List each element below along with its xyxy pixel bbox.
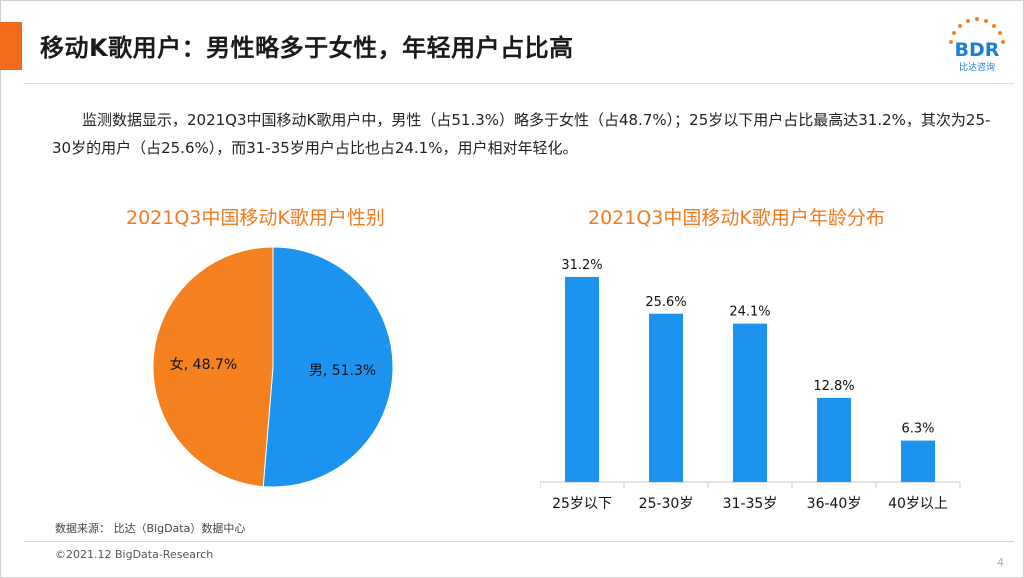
x-tick-label-1: 25-30岁 — [639, 496, 694, 512]
bar-4 — [901, 440, 935, 482]
bar-2 — [733, 323, 767, 482]
pie-label-female: 女, 48.7% — [170, 356, 237, 373]
x-tick-label-3: 36-40岁 — [807, 496, 862, 512]
x-axis-ticks — [540, 482, 961, 488]
bar-3 — [817, 397, 851, 482]
data-source: 数据来源： 比达（BigData）数据中心 — [55, 522, 246, 535]
summary-text: 监测数据显示，2021Q3中国移动K歌用户中，男性（占51.3%）略多于女性（占… — [52, 111, 991, 157]
x-tick-label-2: 31-35岁 — [723, 496, 778, 512]
pie-label-male: 男, 51.3% — [309, 363, 376, 379]
age-bar-chart: 31.2% 25岁以下 25.6% 25-30岁 24.1% 31-35岁 12.8% 36-… — [540, 258, 961, 512]
bar-value-label-0: 31.2% — [561, 258, 602, 273]
bar-value-label-2: 24.1% — [729, 305, 770, 320]
footer-divider — [24, 541, 1014, 542]
bar-value-label-3: 12.8% — [813, 379, 854, 394]
bar-series: 31.2% 25岁以下 25.6% 25-30岁 24.1% 31-35岁 12.8% 36-… — [552, 258, 948, 512]
pie-slice-female — [152, 246, 274, 488]
gender-pie-chart: 男, 51.3% 女, 48.7% — [152, 246, 394, 488]
logo-subtext: 比达咨询 — [959, 61, 995, 73]
page-number: 4 — [997, 556, 1004, 569]
logo-text: BDR — [955, 39, 1000, 61]
bar-value-label-4: 6.3% — [901, 422, 934, 437]
bar-value-label-1: 25.6% — [645, 295, 686, 310]
pie-slice-male — [262, 246, 394, 488]
bar-0 — [565, 276, 599, 482]
x-tick-label-0: 25岁以下 — [552, 496, 612, 512]
logo-dot-ring — [949, 17, 1005, 44]
copyright: ©2021.12 BigData-Research — [55, 548, 214, 561]
header-divider — [24, 83, 1014, 84]
page-title: 移动K歌用户：男性略多于女性，年轻用户占比高 — [40, 34, 574, 62]
pie-chart-title: 2021Q3中国移动K歌用户性别 — [126, 207, 385, 229]
x-tick-label-4: 40岁以上 — [888, 496, 948, 512]
title-accent-bar — [0, 22, 22, 70]
bar-1 — [649, 313, 683, 482]
bar-chart-title: 2021Q3中国移动K歌用户年龄分布 — [588, 207, 885, 229]
bdr-logo: BDR 比达咨询 — [949, 17, 1005, 73]
